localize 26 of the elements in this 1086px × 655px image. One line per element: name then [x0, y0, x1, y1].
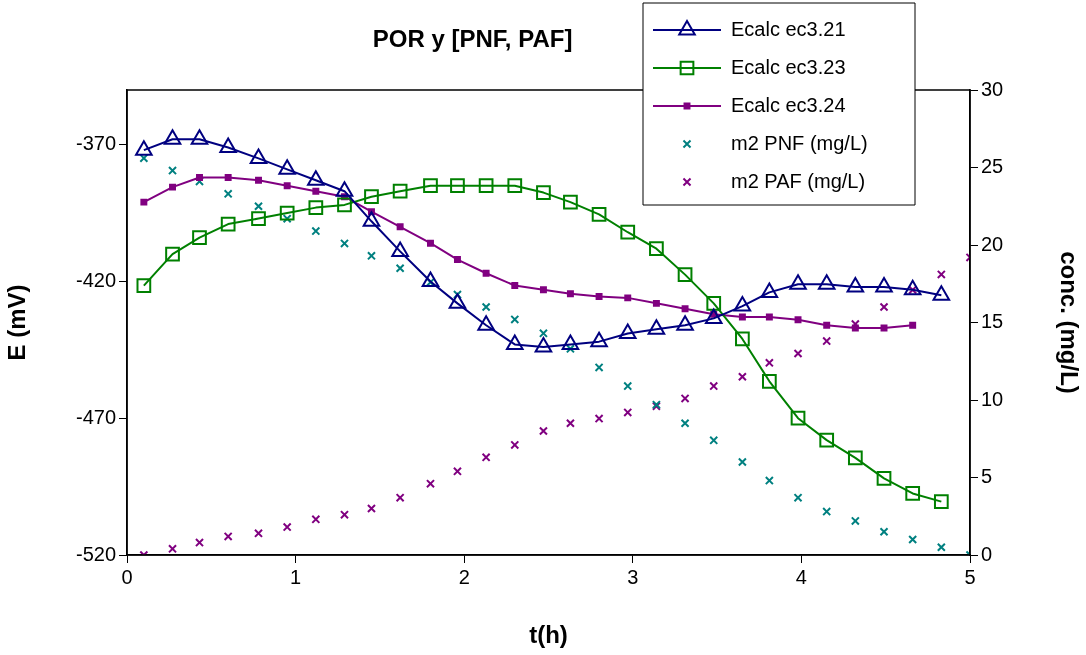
legend-label: m2 PNF (mg/L) — [731, 131, 868, 154]
x-tick-label: 1 — [290, 565, 302, 588]
x-tick-label: 3 — [627, 565, 639, 588]
x-axis-title: t(h) — [529, 621, 568, 649]
x-tick-label: 0 — [121, 565, 133, 588]
x-tick-label: 4 — [795, 565, 807, 588]
y-axis-title: E (mV) — [3, 284, 31, 361]
y2-tick-label: 0 — [981, 542, 993, 565]
y2-tick-label: 25 — [981, 155, 1004, 178]
y-tick-label: -370 — [75, 132, 116, 155]
legend-label: Ecalc ec3.23 — [731, 55, 846, 78]
y2-tick-label: 15 — [981, 310, 1004, 333]
legend-label: m2 PAF (mg/L) — [731, 169, 866, 192]
legend-label: Ecalc ec3.24 — [731, 93, 846, 116]
y2-tick-label: 20 — [981, 232, 1004, 255]
y-tick-label: -420 — [75, 268, 116, 291]
y2-tick-label: 30 — [981, 77, 1004, 100]
y2-axis-title: conc. (mg/L) — [1055, 251, 1083, 394]
y2-tick-label: 10 — [981, 387, 1004, 410]
x-tick-label: 2 — [458, 565, 470, 588]
y-tick-label: -470 — [75, 405, 116, 428]
y-tick-label: -520 — [75, 542, 116, 565]
y2-tick-label: 5 — [981, 465, 993, 488]
x-tick-label: 5 — [964, 565, 976, 588]
chart-title: POR y [PNF, PAF] — [372, 24, 573, 52]
legend-label: Ecalc ec3.21 — [731, 17, 846, 40]
